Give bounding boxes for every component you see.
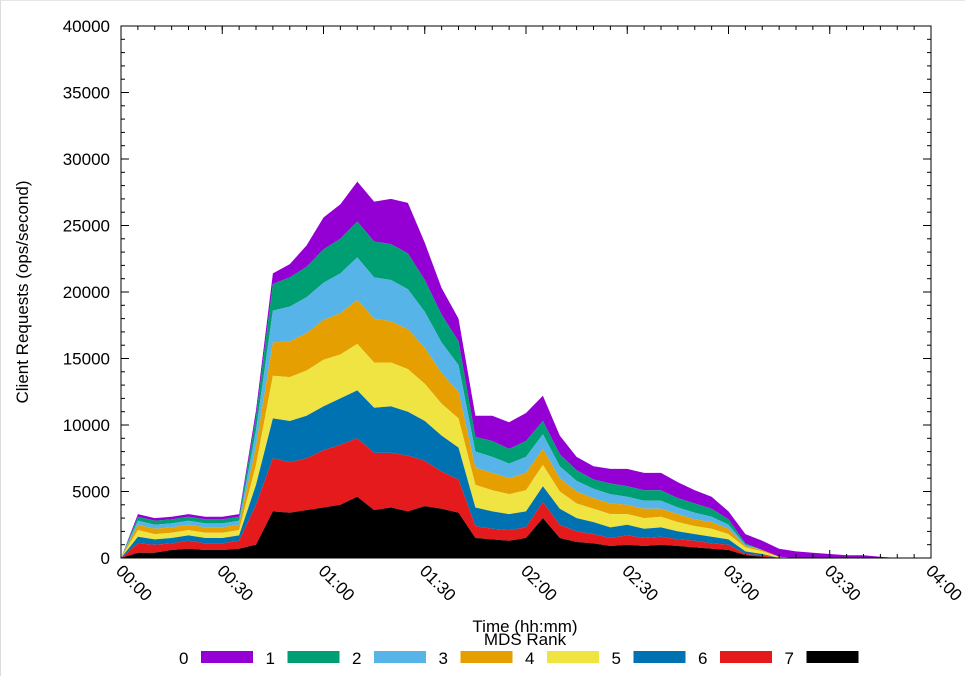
y-tick-label: 15000 (63, 350, 110, 369)
y-tick-label: 10000 (63, 416, 110, 435)
legend-swatch-1 (287, 651, 340, 663)
legend-title: MDS Rank (484, 630, 567, 649)
legend-swatch-2 (374, 651, 426, 663)
legend-swatch-6 (720, 651, 772, 663)
x-tick-labels: 00:00 00:30 01:00 01:30 02:00 02:30 03:00 03:30… (112, 561, 965, 605)
legend-swatch-4 (547, 651, 599, 663)
x-tick-label: 03:00 (720, 561, 764, 605)
legend-label-5: 5 (612, 649, 621, 668)
area-series-3 (121, 300, 898, 558)
legend-swatch-7 (806, 651, 859, 663)
y-tick-label: 30000 (63, 150, 110, 169)
legend-label-7: 7 (785, 649, 794, 668)
legend-swatch-3 (460, 651, 513, 663)
area-series-5 (121, 390, 898, 558)
y-tick-label: 35000 (63, 84, 110, 103)
legend-swatch-5 (633, 651, 686, 663)
legend: 0 1 2 3 4 5 6 7 (179, 649, 859, 668)
y-tick-label: 25000 (63, 217, 110, 236)
x-tick-label: 01:30 (416, 561, 460, 605)
x-tick-label: 03:30 (821, 561, 865, 605)
x-tick-label: 04:00 (922, 561, 965, 605)
areas-layer (121, 181, 898, 558)
x-tick-label: 02:00 (517, 561, 561, 605)
x-axis-label: Time (hh:mm) (472, 617, 577, 636)
area-series-6 (121, 438, 898, 558)
legend-label-4: 4 (525, 649, 534, 668)
y-tick-labels: 0 5000 10000 15000 20000 25000 30000 35000 40000 (63, 17, 110, 568)
legend-label-2: 2 (352, 649, 361, 668)
x-tick-label: 00:30 (213, 561, 257, 605)
legend-label-6: 6 (698, 649, 707, 668)
y-axis-label: Client Requests (ops/second) (13, 180, 32, 403)
x-tick-label: 02:30 (618, 561, 662, 605)
ticks-layer (120, 25, 932, 559)
x-tick-label: 01:00 (315, 561, 359, 605)
x-tick-label: 00:00 (112, 561, 156, 605)
y-tick-label: 20000 (63, 283, 110, 302)
area-series-7 (121, 496, 898, 558)
y-tick-label: 5000 (72, 483, 110, 502)
y-tick-label: 40000 (63, 17, 110, 36)
area-series-4 (121, 343, 898, 558)
legend-label-3: 3 (439, 649, 448, 668)
legend-swatch-0 (201, 651, 253, 663)
legend-label-1: 1 (266, 649, 275, 668)
y-tick-label: 0 (101, 549, 110, 568)
legend-label-0: 0 (179, 649, 188, 668)
